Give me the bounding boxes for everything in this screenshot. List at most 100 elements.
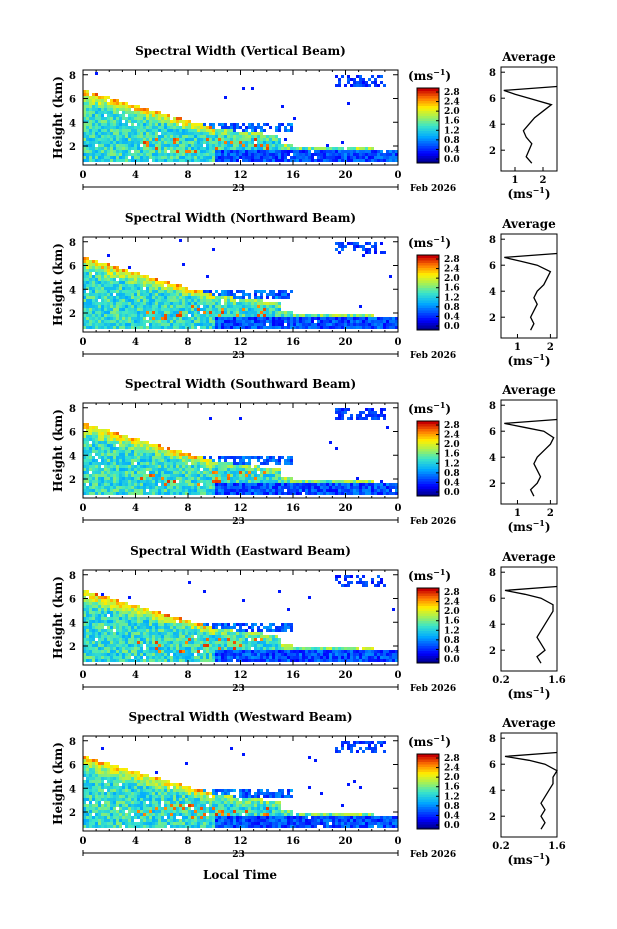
colorbar-swatch [417,443,439,447]
colorbar-swatch [417,125,439,129]
x-tick-label: 0 [80,670,87,681]
colorbar-swatch [417,799,439,802]
colorbar-swatch [417,628,439,631]
panel-4: Spectral Width (Eastward Beam)0 4 8 12 16 20 0… [51,544,566,701]
colorbar-swatch [417,466,439,469]
x-tick-label: 20 [339,836,353,847]
average-x-tick-label: 1.6 [548,841,565,852]
colorbar-tick-label: 2.8 [444,588,460,598]
colorbar-tick-label: 0.0 [444,155,460,165]
colorbar-swatch [417,784,439,787]
colorbar-swatch [417,431,439,434]
colorbar-tick-label: 1.2 [444,293,460,303]
panel-2: Spectral Width (Northward Beam)0 4 8 12 16 20… [51,211,558,368]
average-y-tick-label: 8 [489,401,496,412]
x-tick-label: 8 [185,337,192,348]
colorbar-tick-label: 2.4 [444,265,460,275]
colorbar-swatch [417,648,439,651]
heatmap-cells [83,575,398,662]
x-tick-label: 16 [286,170,300,181]
colorbar-tick-label: 2.0 [444,107,460,117]
colorbar-swatch [417,305,439,308]
average-title: Average [501,50,556,64]
average-frame [500,399,558,505]
colorbar-swatch [417,595,439,599]
colorbar-tick-label: 0.8 [444,802,460,812]
colorbar-tick-label: 1.6 [444,284,460,294]
colorbar-swatch [417,593,439,596]
x-tick-label: 4 [132,836,139,847]
panel-title: Spectral Width (Northward Beam) [125,211,356,225]
y-tick-label: 4 [69,784,76,795]
colorbar: 0.00.40.81.21.62.02.42.8 [416,753,460,831]
colorbar-swatch [417,277,439,281]
colorbar-swatch [417,272,439,276]
colorbar-swatch [417,441,439,444]
colorbar-swatch [417,791,439,795]
colorbar-swatch [417,811,439,815]
x-tick-label: 20 [339,670,353,681]
colorbar-swatch [417,816,439,820]
average-line [503,85,558,164]
colorbar-frame [416,753,440,830]
colorbar-swatch [417,590,439,594]
y-tick-label: 6 [69,595,76,606]
average-y-tick-label: 4 [489,453,496,464]
y-tick-label: 8 [69,571,76,582]
x-tick-label: 0 [80,170,87,181]
average-x-tick-label: 0.2 [492,841,509,852]
colorbar-swatch [417,100,439,104]
colorbar-swatch [417,473,439,477]
y-tick-label: 4 [69,451,76,462]
average-x-tick-label: 2 [547,508,554,519]
colorbar-swatch [417,789,439,792]
date-day: 23 [232,517,245,527]
colorbar-swatch [417,438,439,442]
x-tick-label: 16 [286,670,300,681]
colorbar-tick-label: 0.8 [444,136,460,146]
colorbar-swatch [417,638,439,641]
colorbar-swatch [417,486,439,489]
colorbar-swatch [417,588,439,591]
x-tick-label: 8 [185,670,192,681]
colorbar-tick-label: 2.0 [444,440,460,450]
colorbar-swatch [417,275,439,278]
y-tick-label: 2 [69,142,76,153]
average-line [504,252,558,331]
unit-label: (ms−1) [408,733,451,749]
colorbar-swatch [417,761,439,765]
colorbar-swatch [417,623,439,626]
x-tick-label: 12 [234,503,248,514]
x-tick-label: 0 [395,170,402,181]
panel-title: Spectral Width (Southward Beam) [125,377,356,391]
colorbar-tick-label: 2.4 [444,598,460,608]
colorbar-tick-label: 2.8 [444,421,460,431]
date-day: 23 [232,684,245,694]
colorbar-tick-label: 0.4 [444,145,460,155]
y-axis-label: Height (km) [51,409,65,492]
colorbar-swatch [417,488,439,492]
colorbar-swatch [417,310,439,313]
average-title: Average [501,217,556,231]
average-frame [500,233,558,339]
colorbar-swatch [417,781,439,785]
colorbar-swatch [417,153,439,156]
unit-label: (ms−1) [408,67,451,83]
average-y-tick-label: 6 [489,594,496,605]
x-tick-label: 0 [80,836,87,847]
x-tick-label: 20 [339,503,353,514]
average-x-label: (ms−1) [507,685,550,701]
colorbar-swatch [417,804,439,807]
colorbar-swatch [417,317,439,321]
colorbar-swatch [417,658,439,661]
colorbar-swatch [417,292,439,296]
colorbar-swatch [417,481,439,484]
colorbar-swatch [417,297,439,301]
average-line [504,585,558,664]
colorbar-swatch [417,483,439,487]
y-tick-label: 8 [69,71,76,82]
colorbar-swatch [417,801,439,805]
panel-1: Spectral Width (Vertical Beam)0 4 8 12 16 20 0… [51,44,558,201]
x-tick-label: 12 [234,170,248,181]
